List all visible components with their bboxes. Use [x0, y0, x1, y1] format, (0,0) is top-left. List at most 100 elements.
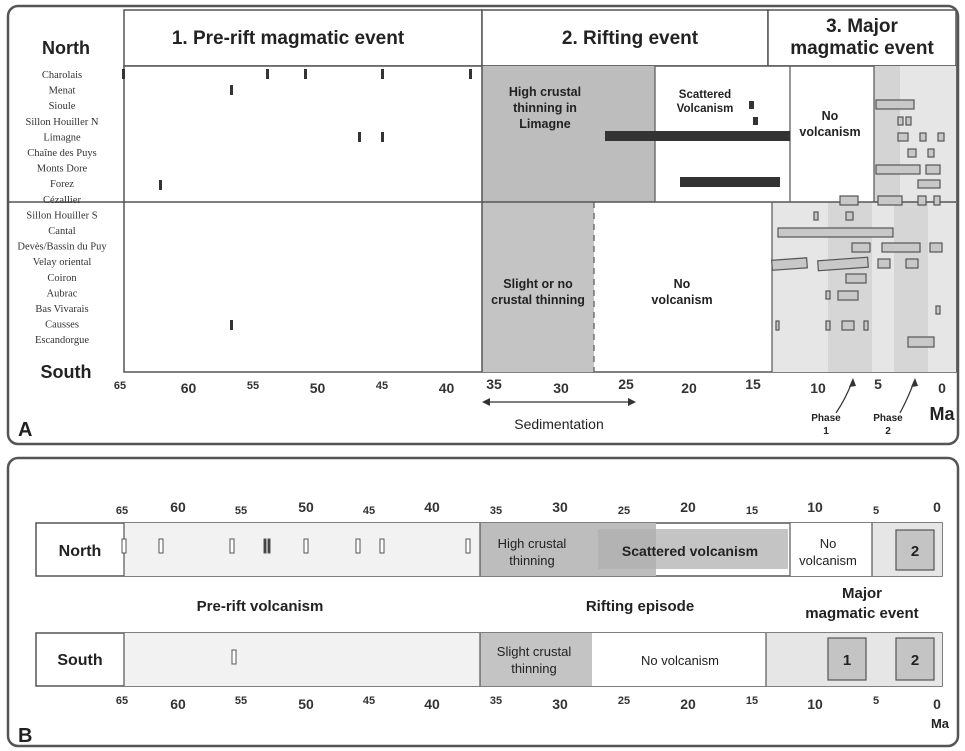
- region-labels: Charolais Menat Sioule Sillon Houiller N Lim…: [17, 70, 107, 346]
- phase1-line1: Phase: [811, 413, 841, 424]
- event-box: [863, 320, 869, 331]
- phase2-box-north: [895, 529, 935, 571]
- axis-b-bottom-tick: 25: [618, 695, 630, 707]
- event-box: [897, 116, 904, 126]
- event-box: [875, 99, 915, 110]
- axis-a-unit: Ma: [929, 404, 955, 424]
- event-box: [825, 290, 831, 300]
- event-box: [907, 336, 935, 348]
- axis-b-top-tick: 35: [490, 505, 502, 517]
- region-label: Limagne: [43, 132, 81, 143]
- no-volcanism-n-line2: volcanism: [799, 125, 860, 139]
- header-prerift: 1. Pre-rift magmatic event: [172, 28, 405, 49]
- high-thinning-line2: thinning in: [513, 101, 577, 115]
- panel-a-letter: A: [18, 419, 32, 441]
- event-marker: [303, 538, 309, 554]
- phase2-box-north-label: 2: [911, 543, 919, 560]
- event-tick: [304, 69, 307, 79]
- phase2-arrowhead: [911, 378, 918, 387]
- header-rifting-box: [481, 9, 769, 67]
- event-marker: [465, 538, 471, 554]
- scattered-volcanism-band: [598, 529, 788, 569]
- event-tick: [358, 132, 361, 142]
- no-volcanism-s-line2: volcanism: [651, 293, 712, 307]
- phase2-north-band: [874, 66, 900, 202]
- axis-a-tick: 25: [618, 376, 634, 392]
- event-marker: [121, 538, 127, 554]
- event-box: [839, 195, 859, 206]
- south-label: South: [41, 362, 92, 382]
- axis-a-tick: 5: [874, 376, 882, 392]
- sedimentation-label: Sedimentation: [514, 416, 604, 432]
- axis-b-top-tick: 30: [552, 499, 568, 515]
- arrowhead-left: [482, 398, 490, 406]
- axis-b-top-tick: 45: [363, 505, 375, 517]
- event-tick: [159, 180, 162, 190]
- region-label: Menat: [49, 86, 76, 97]
- sillon-tick: [753, 117, 758, 125]
- no-volcanism-s-line1: No: [674, 277, 691, 291]
- b-no-volc-s-label: No volcanism: [641, 653, 719, 668]
- event-tick: [122, 69, 125, 79]
- event-marker: [263, 538, 267, 554]
- high-thinning-line3: Limagne: [519, 117, 570, 131]
- event-tick: [469, 69, 472, 79]
- axis-b-top-tick: 15: [746, 505, 758, 517]
- axis-a-tick: 55: [247, 380, 259, 392]
- axis-b-bottom-tick: 30: [552, 696, 568, 712]
- panel-a: 1. Pre-rift magmatic event 2. Rifting ev…: [6, 4, 960, 446]
- phase2-box-south-label: 2: [911, 652, 919, 669]
- event-marker: [229, 538, 235, 554]
- event-tick: [381, 132, 384, 142]
- region-label: Bas Vivarais: [35, 304, 88, 315]
- axis-b-bottom-tick: 55: [235, 695, 247, 707]
- sioule-tick: [749, 101, 754, 109]
- event-box: [927, 148, 935, 158]
- b-no-volc-n-line2: volcanism: [799, 553, 857, 568]
- event-marker: [355, 538, 361, 554]
- event-box: [877, 258, 891, 269]
- south-prerift-cell: [124, 633, 480, 686]
- event-box: [775, 320, 780, 331]
- axis-a-tick: 45: [376, 380, 388, 392]
- axis-b-top-tick: 25: [618, 505, 630, 517]
- event-box: [935, 305, 941, 315]
- header-major-box: [767, 9, 957, 67]
- phase1-box-south-label: 1: [843, 652, 851, 669]
- axis-b-top-tick: 60: [170, 499, 186, 515]
- axis-a-tick: 50: [310, 380, 326, 396]
- major-north-boxes: [839, 99, 945, 206]
- event-box: [771, 257, 808, 271]
- event-box: [917, 195, 927, 206]
- event-box: [905, 258, 919, 269]
- axis-b-bottom-tick: 50: [298, 696, 314, 712]
- region-label: Sillon Houiller S: [26, 210, 97, 221]
- axis-b-top-ticks: 65 60 55 50 45 40 35 30 25 20 15 10 5 0: [116, 499, 941, 517]
- event-box: [845, 273, 867, 284]
- region-label: Sillon Houiller N: [26, 117, 99, 128]
- phase1-line2: 1: [823, 426, 829, 437]
- scattered-line2: Volcanism: [677, 103, 734, 115]
- b-high-line1: High crustal: [498, 536, 567, 551]
- event-box: [905, 116, 912, 126]
- region-label: Causses: [45, 320, 79, 331]
- event-box: [919, 132, 927, 142]
- event-box: [837, 290, 859, 301]
- region-label: Chaîne des Puys: [27, 148, 96, 159]
- axis-b-bottom-tick: 35: [490, 695, 502, 707]
- axis-a-tick: 60: [181, 380, 197, 396]
- phase2-line2: 2: [885, 426, 891, 437]
- b-scattered-label: Scattered volcanism: [622, 543, 758, 559]
- north-no-volcanism-cell: [790, 523, 872, 576]
- phase2-line1: Phase: [873, 413, 903, 424]
- event-marker: [267, 538, 271, 554]
- north-strip-label: North: [59, 543, 102, 560]
- event-tick: [230, 320, 233, 330]
- axis-a-tick: 40: [439, 380, 455, 396]
- event-box: [817, 256, 869, 272]
- axis-b-bottom-tick: 15: [746, 695, 758, 707]
- axis-a-tick: 15: [745, 376, 761, 392]
- event-box: [851, 242, 871, 253]
- axis-b-bottom-ticks: 65 60 55 50 45 40 35 30 25 20 15 10 5 0: [116, 695, 941, 712]
- header-major-line2: magmatic event: [790, 38, 934, 59]
